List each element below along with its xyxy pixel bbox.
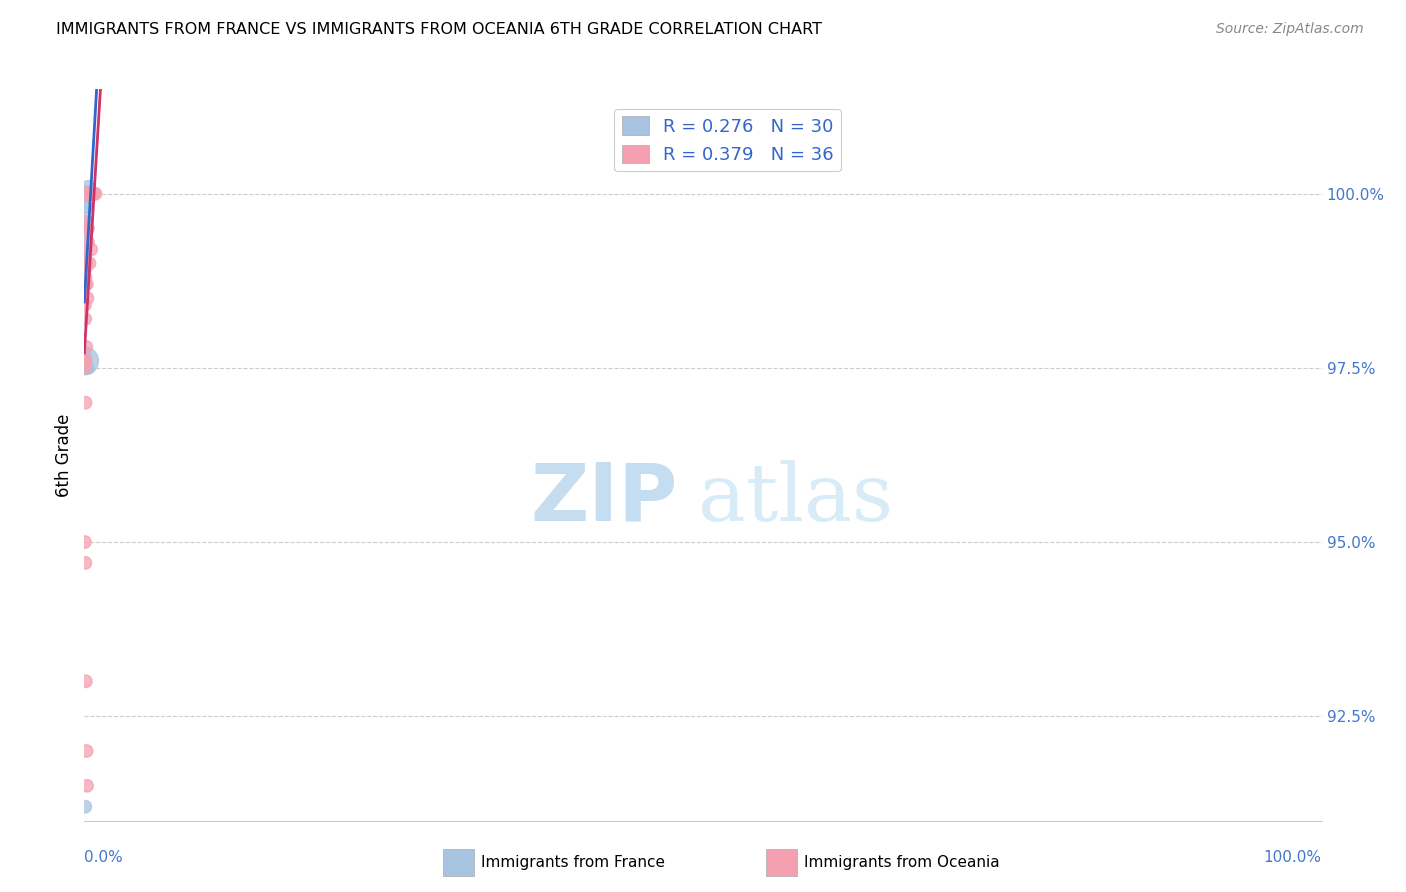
Point — [76, 186, 98, 201]
Point — [77, 360, 100, 375]
Text: 100.0%: 100.0% — [1264, 850, 1322, 865]
Point — [76, 221, 98, 235]
Point — [75, 263, 97, 277]
Point — [73, 186, 96, 201]
Text: Source: ZipAtlas.com: Source: ZipAtlas.com — [1216, 22, 1364, 37]
Point — [80, 243, 103, 257]
Point — [75, 243, 97, 257]
Point — [80, 186, 103, 201]
Point — [75, 221, 97, 235]
Point — [73, 256, 96, 270]
Point — [75, 556, 97, 570]
Text: Immigrants from Oceania: Immigrants from Oceania — [804, 855, 1000, 870]
Point — [75, 186, 97, 201]
Point — [75, 270, 97, 285]
Point — [73, 298, 96, 312]
Point — [80, 186, 103, 201]
Point — [83, 186, 105, 201]
Point — [79, 186, 101, 201]
Point — [75, 277, 97, 292]
Point — [73, 354, 96, 368]
Point — [77, 235, 100, 250]
Point — [75, 674, 97, 689]
Point — [77, 186, 100, 201]
Point — [76, 201, 98, 215]
Point — [75, 256, 97, 270]
Point — [75, 214, 97, 228]
Point — [76, 214, 98, 228]
Point — [75, 186, 97, 201]
Point — [73, 535, 96, 549]
Point — [75, 256, 97, 270]
Point — [75, 186, 97, 201]
Point — [76, 779, 98, 793]
Point — [76, 744, 98, 758]
Point — [77, 186, 100, 201]
Point — [75, 799, 97, 814]
Point — [75, 340, 97, 354]
Point — [75, 201, 97, 215]
Y-axis label: 6th Grade: 6th Grade — [55, 413, 73, 497]
Point — [75, 186, 97, 201]
Point — [77, 186, 100, 201]
Point — [76, 186, 98, 201]
Point — [75, 360, 97, 375]
Point — [73, 347, 96, 361]
Point — [75, 312, 97, 326]
Text: 0.0%: 0.0% — [84, 850, 124, 865]
Point — [76, 291, 98, 305]
Point — [76, 221, 98, 235]
Point — [84, 186, 107, 201]
Point — [75, 186, 97, 201]
Point — [76, 186, 98, 201]
Point — [75, 354, 97, 368]
Point — [82, 186, 104, 201]
Legend: R = 0.276   N = 30, R = 0.379   N = 36: R = 0.276 N = 30, R = 0.379 N = 36 — [614, 109, 841, 171]
Point — [79, 256, 101, 270]
Point — [73, 354, 96, 368]
Text: Immigrants from France: Immigrants from France — [481, 855, 665, 870]
Point — [76, 186, 98, 201]
Point — [75, 395, 97, 409]
Point — [76, 277, 98, 292]
Point — [73, 186, 96, 201]
Point — [82, 186, 104, 201]
Point — [75, 221, 97, 235]
Point — [79, 186, 101, 201]
Point — [77, 179, 100, 194]
Point — [75, 249, 97, 263]
Text: ZIP: ZIP — [530, 459, 678, 538]
Point — [75, 360, 97, 375]
Point — [75, 186, 97, 201]
Text: atlas: atlas — [699, 459, 893, 538]
Point — [73, 186, 96, 201]
Text: IMMIGRANTS FROM FRANCE VS IMMIGRANTS FROM OCEANIA 6TH GRADE CORRELATION CHART: IMMIGRANTS FROM FRANCE VS IMMIGRANTS FRO… — [56, 22, 823, 37]
Point — [75, 228, 97, 243]
Point — [76, 186, 98, 201]
Point — [75, 256, 97, 270]
